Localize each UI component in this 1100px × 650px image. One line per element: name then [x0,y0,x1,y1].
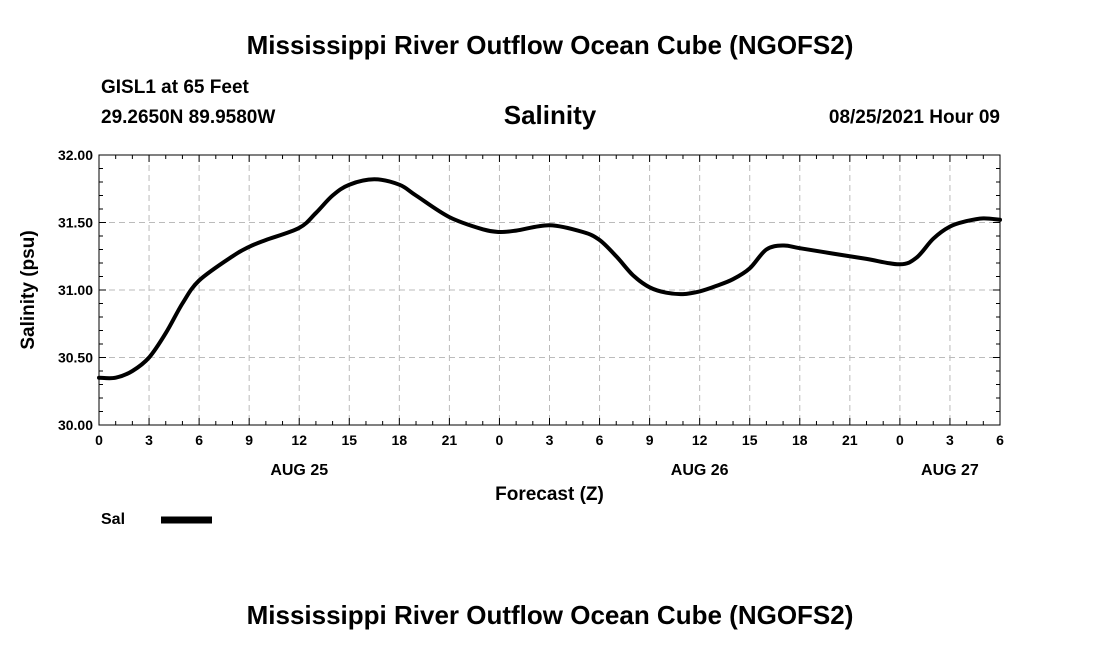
x-tick-label: 21 [842,432,858,448]
x-axis-label: Forecast (Z) [495,484,604,505]
x-tick-label: 15 [341,432,357,448]
series-line-sal [97,177,1002,381]
date-label: AUG 25 [270,462,328,479]
plot-frame [98,154,1001,426]
x-tick-label: 6 [195,432,203,448]
y-tick-label: 32.00 [58,147,93,163]
y-tick-label: 31.00 [58,282,93,298]
x-tick-label: 3 [946,432,954,448]
variable-title: Salinity [503,100,597,130]
y-axis-label: Salinity (psu) [18,230,39,349]
x-tick-label: 0 [496,432,504,448]
legend-label-sal: Sal [101,511,125,528]
x-tick-label: 18 [392,432,408,448]
x-tick-label: 21 [442,432,458,448]
axis-ticks [98,154,1001,426]
axis-labels: 0 3 6 9 12 15 18 21 0 3 6 9 12 15 18 21 0 3 6 30.00 30.50 31.… [58,147,1004,479]
date-label: AUG 26 [671,462,729,479]
station-coords: 29.2650N 89.9580W [101,107,276,128]
x-tick-label: 12 [692,432,708,448]
x-tick-label: 3 [546,432,554,448]
x-tick-label: 15 [742,432,758,448]
x-tick-label: 0 [95,432,103,448]
y-tick-label: 31.50 [58,215,93,231]
x-tick-label: 9 [245,432,253,448]
x-tick-label: 6 [996,432,1004,448]
chart-title-bottom: Mississippi River Outflow Ocean Cube (NG… [246,600,854,630]
x-tick-label: 18 [792,432,808,448]
station-label: GISL1 at 65 Feet [101,77,249,98]
x-tick-label: 6 [596,432,604,448]
x-tick-label: 12 [291,432,307,448]
chart-title-top: Mississippi River Outflow Ocean Cube (NG… [246,30,854,60]
grid-lines [99,155,1000,425]
x-tick-label: 3 [145,432,153,448]
x-tick-label: 0 [896,432,904,448]
y-tick-label: 30.00 [58,417,93,433]
y-tick-label: 30.50 [58,350,93,366]
x-tick-label: 9 [646,432,654,448]
date-label: AUG 27 [921,462,979,479]
forecast-timestamp: 08/25/2021 Hour 09 [828,107,1000,128]
